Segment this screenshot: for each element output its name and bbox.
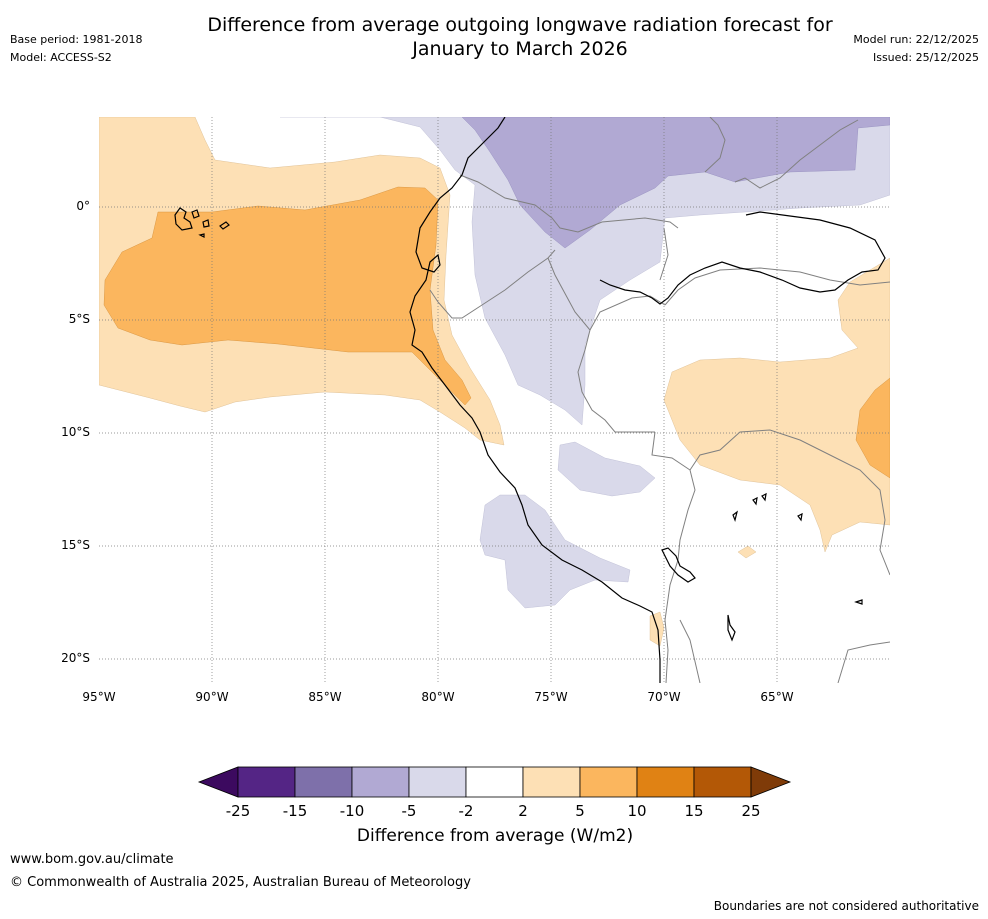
lon-label: 80°W [421,690,455,704]
anomaly-region-orange-east [855,377,890,479]
colorbar-bin [693,766,752,798]
colorbar-tick: -2 [458,802,474,820]
colorbar-tick: 15 [684,802,704,820]
anomaly-region-light-purple-south-1 [557,441,656,497]
lon-label: 85°W [308,690,342,704]
anomaly-region-light-purple-south-2 [479,494,631,609]
colorbar-tick: -5 [401,802,417,820]
copyright-text: © Commonwealth of Australia 2025, Austra… [10,875,471,890]
boundaries-disclaimer: Boundaries are not considered authoritat… [713,899,979,913]
colorbar-extend-right [750,766,792,798]
coastlines [174,117,886,683]
colorbar-bin [294,766,353,798]
colorbar-tick: 2 [518,802,528,820]
anomaly-region-light-orange-small-1 [649,611,665,647]
model-label: Model: ACCESS-S2 [10,51,112,64]
graticule [99,117,890,683]
colorbar-tick: 5 [575,802,585,820]
colorbar-bin [237,766,296,798]
title-line-2: January to March 2026 [412,38,628,60]
colorbar-tick: 25 [741,802,761,820]
lat-label: 10°S [61,425,90,439]
lon-label: 65°W [760,690,794,704]
lat-label: 5°S [68,312,90,326]
model-run-label: Model run: 22/12/2025 [853,33,979,46]
colorbar-bin [465,766,524,798]
issued-label: Issued: 25/12/2025 [872,51,979,64]
colorbar-bin [636,766,695,798]
lat-label: 20°S [61,651,90,665]
colorbar-bin [522,766,581,798]
colorbar-bin [351,766,410,798]
colorbar-extend-left [197,766,239,798]
bom-url-link[interactable]: www.bom.gov.au/climate [10,852,174,867]
lon-label: 95°W [82,690,116,704]
colorbar-bin [579,766,638,798]
anomaly-region-purple-amazon [461,117,890,249]
anomaly-region-light-orange-small-2 [737,545,757,559]
base-period-label: Base period: 1981-2018 [10,33,143,46]
title-line-1: Difference from average outgoing longwav… [207,14,833,36]
colorbar-tick: 10 [627,802,647,820]
colorbar-tick: -10 [339,802,365,820]
lon-label: 90°W [195,690,229,704]
colorbar-label: Difference from average (W/m2) [356,826,634,846]
lat-label: 0° [76,199,90,213]
lon-label: 75°W [534,690,568,704]
country-borders [429,117,890,683]
colorbar-tick: -25 [225,802,251,820]
lon-label: 70°W [647,690,681,704]
page-title: Difference from average outgoing longwav… [120,13,920,61]
colorbar-tick: -15 [282,802,308,820]
colorbar-bin [408,766,467,798]
lat-label: 15°S [61,538,90,552]
anomaly-region-orange-west [103,186,472,406]
colorbar [197,766,792,798]
